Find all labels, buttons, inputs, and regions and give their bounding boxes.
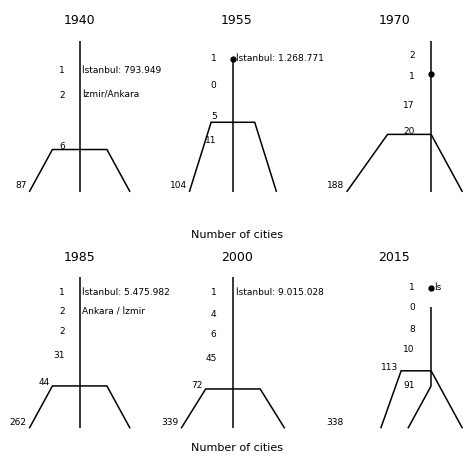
- Text: 11: 11: [205, 136, 217, 145]
- Text: 2: 2: [59, 327, 64, 336]
- Text: 338: 338: [327, 418, 344, 427]
- Text: 0: 0: [211, 82, 217, 91]
- Text: 339: 339: [161, 418, 178, 427]
- Title: 1940: 1940: [64, 14, 95, 27]
- Title: 2015: 2015: [378, 251, 410, 264]
- Text: 4: 4: [211, 310, 217, 319]
- Text: 262: 262: [9, 418, 27, 427]
- Text: 2: 2: [59, 307, 64, 316]
- Text: Number of cities: Number of cities: [191, 229, 283, 240]
- Text: 44: 44: [38, 378, 50, 387]
- Text: İstanbul: 9.015.028: İstanbul: 9.015.028: [236, 288, 324, 297]
- Text: 113: 113: [381, 363, 399, 372]
- Text: 6: 6: [59, 142, 64, 151]
- Text: 20: 20: [403, 127, 415, 136]
- Text: 188: 188: [327, 182, 344, 191]
- Text: Number of cities: Number of cities: [191, 443, 283, 453]
- Text: 1: 1: [59, 66, 64, 75]
- Text: 72: 72: [191, 382, 203, 391]
- Text: 8: 8: [409, 326, 415, 335]
- Text: İstanbul: 5.475.982: İstanbul: 5.475.982: [82, 288, 170, 297]
- Text: 0: 0: [409, 303, 415, 312]
- Text: 91: 91: [403, 382, 415, 391]
- Text: 45: 45: [205, 354, 217, 363]
- Text: İzmir/Ankara: İzmir/Ankara: [82, 91, 140, 100]
- Text: 2: 2: [59, 91, 64, 100]
- Text: 17: 17: [403, 101, 415, 110]
- Text: 6: 6: [211, 330, 217, 339]
- Text: 2: 2: [409, 51, 415, 60]
- Text: 10: 10: [403, 345, 415, 354]
- Text: İstanbul: 793.949: İstanbul: 793.949: [82, 66, 162, 75]
- Text: 1: 1: [59, 288, 64, 297]
- Title: 2000: 2000: [221, 251, 253, 264]
- Text: 1: 1: [409, 73, 415, 82]
- Text: 104: 104: [170, 182, 187, 191]
- Text: İs: İs: [434, 283, 441, 292]
- Text: 1: 1: [409, 283, 415, 292]
- Text: 1: 1: [211, 288, 217, 297]
- Text: 31: 31: [53, 351, 64, 360]
- Text: 1: 1: [211, 54, 217, 63]
- Text: 87: 87: [15, 182, 27, 191]
- Text: Ankara / İzmir: Ankara / İzmir: [82, 307, 146, 316]
- Text: İstanbul: 1.268.771: İstanbul: 1.268.771: [236, 54, 324, 63]
- Title: 1955: 1955: [221, 14, 253, 27]
- Text: 5: 5: [211, 112, 217, 121]
- Title: 1985: 1985: [64, 251, 96, 264]
- Title: 1970: 1970: [378, 14, 410, 27]
